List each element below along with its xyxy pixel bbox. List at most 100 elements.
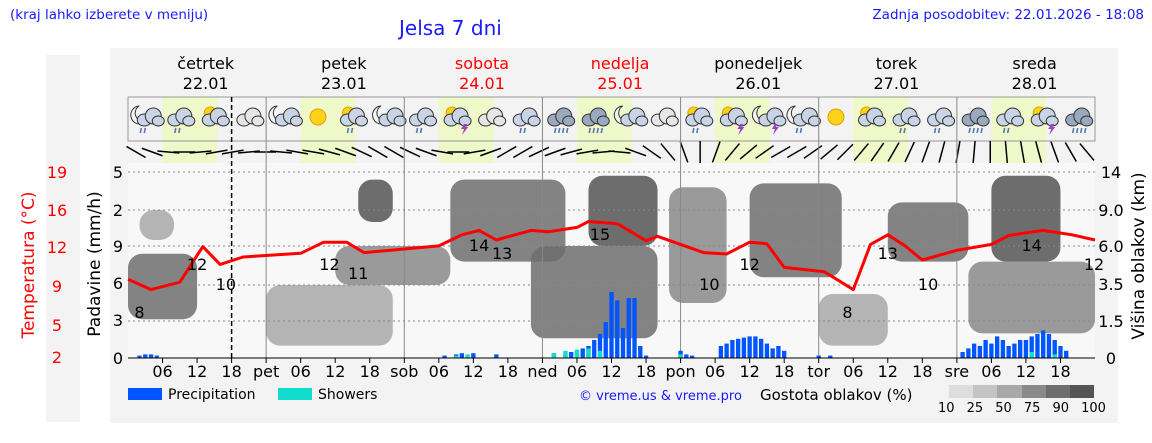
precipitation-bar [1064, 350, 1069, 358]
x-tick-label: 18 [636, 362, 656, 381]
cloud-layer [818, 294, 888, 346]
cloud-height-axis-label: Višina oblakov (km) [1129, 172, 1149, 339]
precipitation-bar [758, 338, 764, 358]
wind-barb [870, 142, 885, 162]
cloud-density-labels: 10 25 50 75 90 100 [938, 401, 1106, 416]
precipitation-bar [1012, 343, 1017, 358]
cloudy-heavy-rain-icon [581, 107, 610, 134]
precipitation-bar [724, 343, 729, 358]
precipitation-bar [1046, 334, 1052, 358]
cloud-density-step-label: 100 [1081, 401, 1106, 416]
x-tick-label: 18 [774, 362, 794, 381]
precipitation-bar [747, 336, 752, 358]
temperature-label: 12 [1084, 255, 1104, 274]
wind-barb [921, 141, 931, 163]
temperature-label: 10 [216, 275, 236, 294]
wind-barb [755, 145, 775, 159]
wind-barb [938, 141, 946, 163]
cloud-layer [968, 261, 1095, 334]
rain-part [899, 127, 902, 134]
precipitation-bar [1041, 330, 1046, 358]
location-hint[interactable]: (kraj lahko izberete v meniju) [10, 7, 209, 23]
temperature-label: 8 [134, 303, 144, 322]
wind-barb [141, 147, 163, 157]
cloud-part [393, 115, 407, 127]
precipitation-tick: 3 [113, 311, 123, 330]
wind-barb [1050, 141, 1060, 163]
cloudy-rain-icon [409, 107, 438, 134]
x-tick-label: 12 [325, 362, 345, 381]
precipitation-bar [620, 328, 626, 358]
precipitation-bar [494, 354, 499, 358]
precipitation-bar [741, 337, 747, 358]
x-tick-label: 12 [739, 362, 759, 381]
x-tick-label: 06 [290, 362, 310, 381]
x-tick-label: 18 [360, 362, 380, 381]
rain-part [795, 127, 799, 134]
wind-barb [463, 149, 486, 155]
wind-barb [270, 150, 293, 154]
rain-part [346, 127, 350, 134]
cloud-layer [335, 246, 451, 285]
rain-part [1075, 127, 1079, 134]
precipitation-bar [471, 353, 476, 358]
day-name: nedelja [591, 54, 650, 73]
rain-part [592, 127, 596, 134]
cloud-part [807, 115, 821, 127]
left-panel [46, 55, 80, 422]
cloud-part [700, 115, 714, 127]
temperature-tick: 5 [52, 316, 62, 335]
precipitation-tick: 5 [113, 163, 123, 182]
rain-part [178, 127, 181, 134]
wind-barb [384, 145, 404, 159]
precipitation-bar [643, 355, 649, 358]
temperature-label: 12 [319, 255, 339, 274]
cloud-density-step [997, 385, 1022, 398]
wind-barb [205, 149, 228, 155]
precipitation-bar [770, 348, 775, 358]
partly-cloudy-rain-icon [339, 106, 368, 134]
wind-barb [679, 141, 689, 163]
temperature-tick: 12 [47, 238, 67, 257]
cloud-icon [650, 107, 679, 127]
x-tick-label: 06 [705, 362, 725, 381]
rain-part [419, 127, 423, 134]
temperature-tick: 2 [52, 348, 62, 367]
rain-part [415, 127, 419, 134]
showers-bar [551, 353, 557, 358]
night-cloudy-rain-icon [786, 105, 821, 134]
wind-barb [1004, 140, 1009, 164]
partly-cloudy-icon [858, 106, 887, 127]
temperature-axis-label: Temperatura (°C) [19, 191, 39, 339]
rain-part [523, 127, 526, 134]
cloudy-rain-icon [167, 107, 196, 134]
cloudy-heavy-rain-icon [1065, 107, 1094, 134]
wind-barb [512, 145, 533, 159]
precipitation-bar [828, 355, 833, 358]
temperature-label: 15 [590, 225, 610, 244]
day-date: 25.01 [597, 74, 643, 93]
day-name: sreda [1012, 54, 1056, 73]
x-tick-label: sob [390, 362, 418, 381]
cloud-density-scale [949, 385, 1095, 398]
credit-link[interactable]: © vreme.us & vreme.pro [579, 389, 742, 404]
rain-part [1002, 127, 1006, 134]
showers-swatch [278, 388, 312, 400]
precipitation-bar [592, 340, 597, 358]
precipitation-tick: 6 [113, 274, 123, 293]
precipitation-bar [459, 353, 465, 358]
x-tick-label: tor [807, 362, 830, 381]
rain-part [174, 127, 177, 134]
bolt-part [461, 124, 469, 135]
cloud-part [424, 115, 438, 127]
cloud-part [182, 115, 196, 127]
sun-part [827, 108, 845, 126]
x-tick-label: sre [945, 362, 969, 381]
rain-part [553, 127, 557, 134]
showers-bar [597, 350, 603, 358]
cloud-part [596, 115, 610, 127]
x-tick-label: 06 [152, 362, 172, 381]
x-tick-label: 18 [221, 362, 241, 381]
cloud-layer [266, 285, 393, 346]
precipitation-bar [689, 355, 695, 358]
